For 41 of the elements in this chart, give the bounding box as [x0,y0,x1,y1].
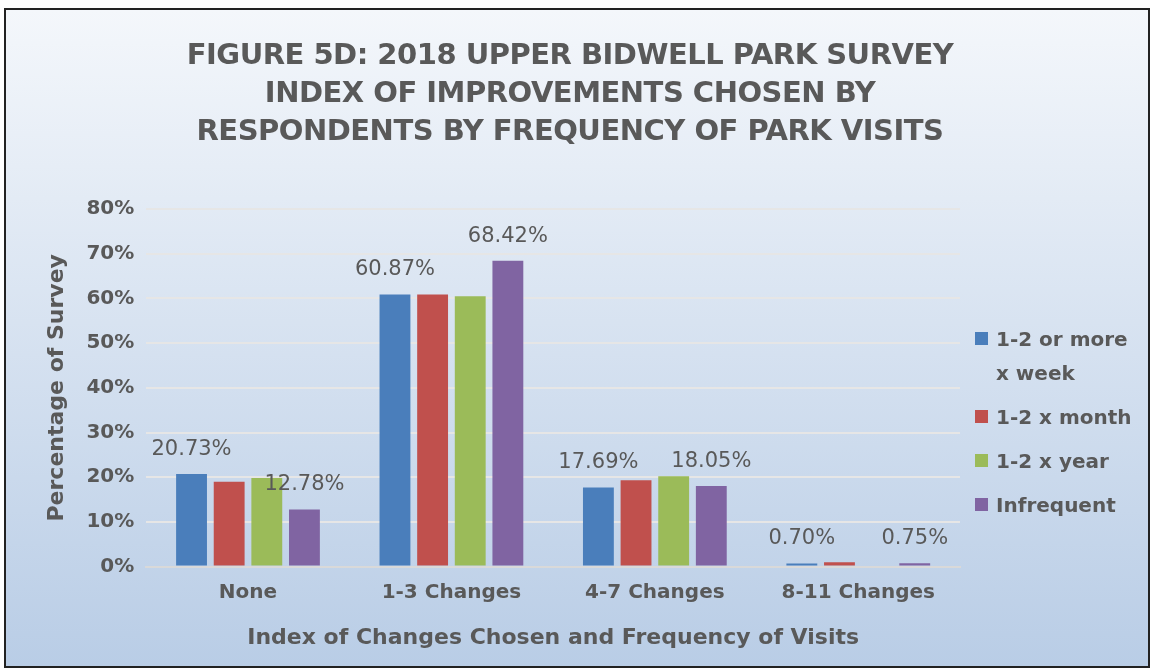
y-tick-label: 0% [100,552,135,577]
data-label: 60.87% [354,256,436,281]
bar [454,296,486,566]
legend-label: 1-2 x year [996,448,1109,475]
bar [620,480,652,566]
legend-label: 1-2 x month [996,404,1132,431]
data-label: 18.05% [671,447,752,472]
x-tick-label: None [218,578,278,603]
legend-label: 1-2 or more x week [996,326,1129,387]
bar [176,473,207,566]
data-label: 0.75% [881,525,949,550]
bar [658,476,690,566]
y-tick-label: 40% [86,374,135,398]
bar [899,563,931,566]
bar [786,563,818,566]
y-tick-label: 70% [86,239,135,264]
y-tick-label: 30% [86,418,135,443]
x-axis-title: Index of Changes Chosen and Frequency of Visits [247,623,860,649]
bar [417,294,449,566]
legend-label: Infrequent [996,492,1116,519]
chart-title: FIGURE 5D: 2018 UPPER BIDWELL PARK SURVEY INDEX OF IMPROVEMENTS CHOSEN BY RESPONDENTS BY FREQUENCY OF PARK VISITS [185,36,955,149]
bar [289,509,320,566]
data-label: 20.73% [151,435,232,460]
y-tick-label: 10% [86,508,135,533]
x-tick-label: 1-3 Changes [381,578,522,603]
bar [213,481,245,566]
y-tick-label: 60% [86,284,135,309]
bar [492,260,524,566]
y-tick-label: 80% [86,195,135,220]
bar [695,485,727,566]
bar [824,562,855,566]
bar [582,487,614,566]
x-tick-label: 8-11 Changes [781,578,936,603]
data-label: 68.42% [467,222,548,247]
y-tick-label: 50% [86,329,135,354]
x-tick-label: 4-7 Changes [585,578,725,603]
data-label: 17.69% [558,449,639,474]
y-tick-label: 20% [86,463,135,488]
y-axis-title: Percentage of Survey [42,254,68,522]
data-label: 0.70% [768,525,836,550]
bar [379,294,411,566]
